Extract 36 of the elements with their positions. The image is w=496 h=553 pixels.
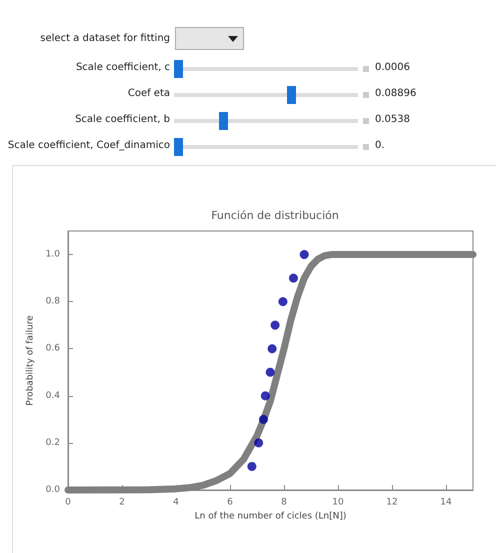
y-axis-title: Probability of failure — [25, 314, 36, 406]
x-tick-label: 10 — [332, 498, 344, 508]
point — [260, 391, 270, 400]
text: 0.08896 — [375, 88, 416, 99]
x-tick-label: 6 — [227, 498, 234, 508]
point — [268, 344, 277, 354]
x-tick-label: 0 — [65, 498, 72, 508]
point — [247, 462, 256, 471]
text: Scale coefficient, Coef_dinamico — [8, 140, 170, 151]
point — [288, 274, 298, 283]
x-tick-label: 12 — [386, 498, 398, 508]
point — [254, 438, 264, 448]
text: Scale coefficient, b — [75, 114, 170, 125]
text: 0. — [375, 140, 385, 151]
y-tick-label: 0.8 — [46, 296, 60, 307]
point — [266, 368, 275, 377]
point — [300, 250, 309, 260]
x-tick-label: 4 — [173, 498, 180, 508]
text: select a dataset for fitting — [40, 33, 170, 44]
y-tick-label: 1.0 — [46, 250, 60, 260]
text: 0.0538 — [375, 114, 410, 125]
x-tick-label: 2 — [119, 498, 125, 508]
point — [258, 414, 268, 424]
point — [278, 297, 288, 306]
text: Coef eta — [128, 88, 170, 99]
y-tick-label: 0.6 — [46, 344, 60, 354]
point — [270, 320, 280, 330]
chart-title: Función de distribución — [211, 209, 339, 222]
text: 0.0006 — [375, 62, 410, 73]
y-tick-label: 0.4 — [46, 390, 60, 401]
y-tick-label: 0.2 — [46, 438, 60, 448]
x-tick-label: 8 — [281, 498, 288, 508]
x-axis-title: Ln of the number of cicles (Ln[N]) — [194, 511, 346, 522]
x-tick-label: 14 — [440, 498, 452, 508]
y-tick-label: 0.0 — [46, 485, 60, 495]
text: Scale coefficient, c — [76, 62, 170, 73]
